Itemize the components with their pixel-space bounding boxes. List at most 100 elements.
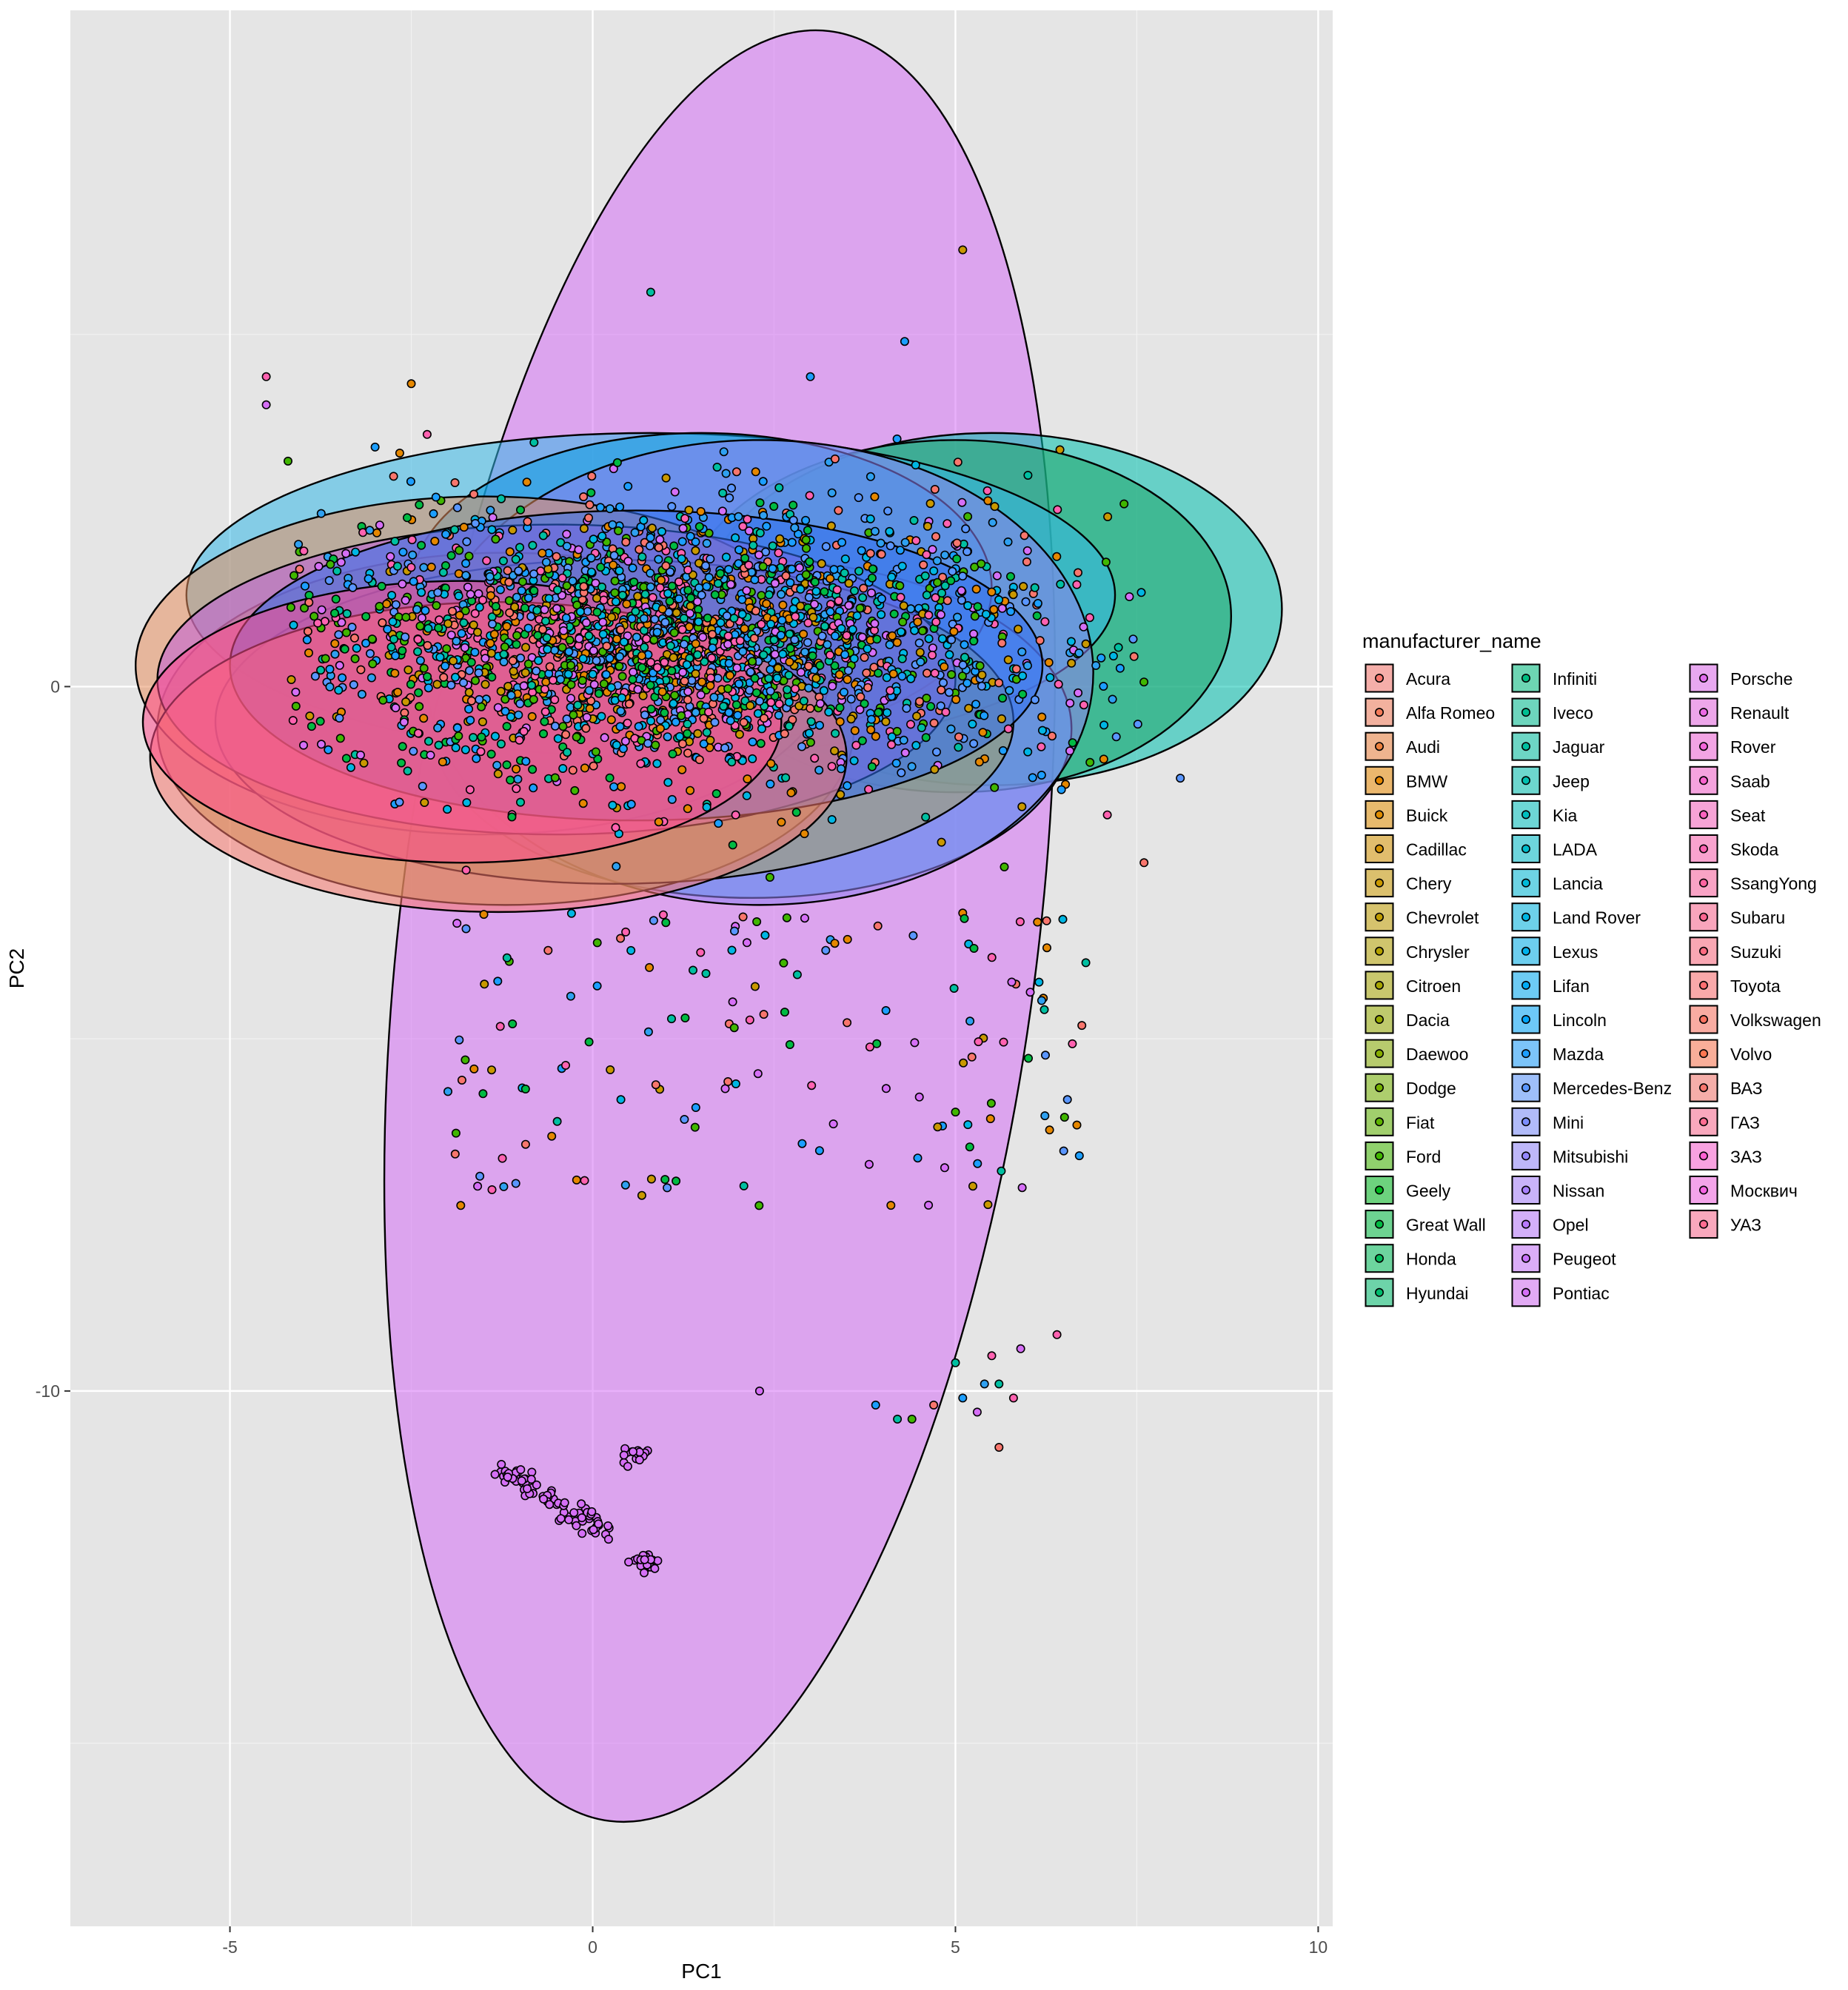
- data-point: [496, 494, 506, 503]
- data-point: [796, 668, 806, 677]
- legend-point-marker: [1521, 1185, 1531, 1195]
- data-point: [589, 535, 598, 544]
- legend-item: Daewoo: [1365, 1039, 1468, 1069]
- data-point: [924, 610, 934, 620]
- data-point: [646, 680, 655, 690]
- data-point: [1030, 695, 1040, 705]
- data-point: [589, 646, 598, 655]
- data-point: [952, 554, 962, 563]
- data-point: [291, 687, 301, 697]
- data-point: [617, 590, 627, 600]
- legend-swatch: [1365, 697, 1394, 727]
- data-point: [674, 577, 683, 586]
- data-point: [261, 372, 271, 381]
- data-point: [928, 650, 937, 660]
- data-point: [377, 581, 386, 591]
- data-point: [527, 711, 537, 721]
- data-point: [516, 1465, 526, 1475]
- data-point: [1139, 858, 1149, 868]
- data-point: [489, 629, 499, 639]
- data-point: [753, 708, 763, 718]
- data-point: [702, 803, 712, 812]
- data-point: [722, 611, 732, 620]
- data-point: [768, 541, 777, 551]
- data-point: [1074, 568, 1083, 577]
- data-point: [824, 707, 834, 717]
- data-point: [638, 691, 648, 700]
- data-point: [862, 668, 871, 677]
- legend-label: Alfa Romeo: [1406, 703, 1495, 723]
- data-point: [452, 723, 462, 733]
- data-point: [643, 1027, 653, 1036]
- data-point: [654, 543, 663, 552]
- data-point: [866, 472, 875, 481]
- data-point: [709, 692, 719, 702]
- data-point: [762, 599, 771, 609]
- data-point: [657, 604, 667, 614]
- data-point: [660, 1175, 670, 1185]
- legend-item: Audi: [1365, 731, 1440, 762]
- data-point: [713, 579, 723, 589]
- data-point: [512, 640, 521, 649]
- data-point: [485, 572, 495, 581]
- data-point: [558, 764, 568, 774]
- data-point: [1125, 592, 1134, 601]
- data-point: [992, 571, 1002, 580]
- data-point: [850, 726, 860, 735]
- data-point: [611, 597, 620, 606]
- data-point: [503, 1473, 512, 1482]
- data-point: [806, 737, 815, 747]
- data-point: [725, 671, 734, 680]
- data-point: [441, 661, 450, 671]
- legend-item: ГАЗ: [1689, 1107, 1760, 1137]
- data-point: [1019, 582, 1028, 592]
- data-point: [617, 671, 627, 681]
- legend-point-marker: [1375, 1083, 1385, 1093]
- data-point: [870, 526, 880, 536]
- data-point: [606, 1065, 615, 1075]
- data-point: [446, 680, 456, 690]
- data-point: [931, 593, 940, 603]
- data-point: [721, 469, 731, 478]
- data-point: [299, 546, 309, 556]
- data-point: [401, 612, 411, 622]
- data-point: [759, 1010, 769, 1019]
- data-point: [550, 646, 560, 655]
- data-point: [475, 1171, 485, 1181]
- data-point: [940, 550, 950, 560]
- legend-item: Volvo: [1689, 1039, 1772, 1069]
- data-point: [892, 726, 902, 736]
- data-point: [871, 731, 880, 741]
- data-point: [464, 688, 474, 697]
- data-point: [805, 491, 814, 500]
- data-point: [562, 529, 572, 539]
- data-point: [304, 590, 314, 600]
- data-point: [806, 717, 816, 726]
- data-point: [889, 609, 899, 619]
- data-point: [857, 736, 867, 746]
- data-point: [295, 564, 304, 574]
- data-point: [953, 612, 962, 622]
- data-point: [1030, 583, 1040, 592]
- y-tick-label: -10: [36, 1381, 60, 1401]
- legend-point-marker: [1521, 946, 1531, 956]
- legend-swatch: [1511, 1176, 1541, 1205]
- data-point: [1079, 700, 1088, 710]
- legend-point-marker: [1375, 708, 1385, 717]
- data-point: [543, 645, 552, 654]
- data-point: [465, 785, 475, 794]
- legend-label: Citroen: [1406, 976, 1461, 996]
- data-point: [615, 502, 625, 512]
- data-point: [911, 460, 920, 470]
- data-point: [629, 577, 639, 587]
- data-point: [781, 773, 791, 783]
- data-point: [742, 586, 751, 595]
- data-point: [406, 680, 415, 689]
- legend-label: Porsche: [1730, 669, 1792, 689]
- data-point: [487, 1185, 497, 1195]
- data-point: [331, 594, 341, 604]
- data-point: [578, 799, 588, 808]
- data-point: [666, 641, 675, 651]
- data-point: [443, 619, 453, 629]
- data-point: [940, 581, 950, 591]
